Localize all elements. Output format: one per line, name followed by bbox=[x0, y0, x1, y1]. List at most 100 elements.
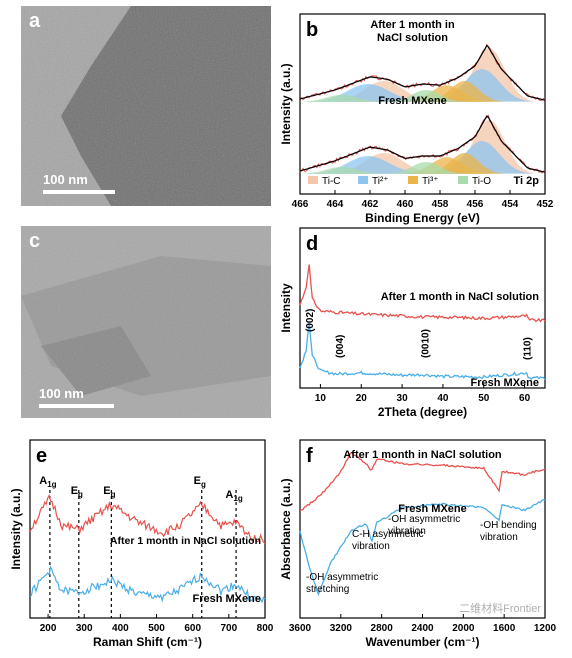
x-tick-label: 500 bbox=[148, 623, 165, 634]
y-axis-label: Intensity bbox=[279, 283, 293, 333]
xrd-series-line bbox=[299, 264, 546, 323]
mode-label: Eg bbox=[71, 485, 83, 499]
legend-label: Ti³⁺ bbox=[422, 176, 439, 187]
x-tick-label: 50 bbox=[478, 393, 490, 404]
x-tick-label: 30 bbox=[397, 393, 409, 404]
plot-frame-d bbox=[299, 227, 546, 389]
legend-label: Ti²⁺ bbox=[372, 176, 389, 187]
x-tick-label: 452 bbox=[537, 199, 554, 210]
x-tick-label: 2000 bbox=[452, 623, 475, 634]
watermark: 二维材料Frontier bbox=[459, 601, 541, 615]
x-axis-label: Raman Shift (cm⁻¹) bbox=[93, 635, 202, 649]
legend-label: Ti-C bbox=[322, 176, 341, 187]
tem-texture-a bbox=[21, 6, 271, 206]
raman-series-line bbox=[29, 493, 266, 545]
x-tick-label: 454 bbox=[502, 199, 519, 210]
scalebar-label-c: 100 nm bbox=[39, 386, 84, 401]
peak-label: (0010) bbox=[421, 329, 432, 358]
x-tick-label: 460 bbox=[397, 199, 414, 210]
tem-image-a: a 100 nm bbox=[21, 6, 271, 206]
panel-letter-b: b bbox=[306, 19, 318, 41]
panel-letter-c: c bbox=[29, 230, 41, 252]
panel-letter-a: a bbox=[29, 10, 41, 32]
x-tick-label: 60 bbox=[519, 393, 531, 404]
raman-series-line bbox=[29, 565, 266, 604]
ftir-series-line bbox=[299, 498, 546, 596]
x-tick-label: 3200 bbox=[330, 623, 353, 634]
x-axis-label: Wavenumber (cm⁻¹) bbox=[366, 635, 480, 649]
x-tick-label: 700 bbox=[221, 623, 238, 634]
x-tick-label: 10 bbox=[315, 393, 327, 404]
tem-image-c: c 100 nm bbox=[21, 226, 271, 418]
series-label: Fresh MXene bbox=[193, 593, 261, 605]
series-label: After 1 month in NaCl solution bbox=[381, 291, 540, 303]
x-tick-label: 400 bbox=[112, 623, 129, 634]
x-tick-label: 600 bbox=[184, 623, 201, 634]
mode-label: A1g bbox=[225, 489, 242, 503]
ftir-series-line bbox=[299, 451, 546, 512]
annotation-label: -OH asymmetric bbox=[306, 572, 378, 583]
x-tick-label: 466 bbox=[292, 199, 309, 210]
xrd-series-line bbox=[299, 322, 546, 381]
annotation-label: -OH asymmetric bbox=[388, 514, 460, 525]
mode-label: Eg bbox=[103, 485, 115, 499]
panel-letter-d: d bbox=[306, 233, 318, 255]
plot-frame-e bbox=[29, 439, 266, 619]
panel-letter-f: f bbox=[306, 445, 313, 467]
series-label: NaCl solution bbox=[377, 32, 448, 44]
x-tick-label: 300 bbox=[76, 623, 93, 634]
tem-texture-c bbox=[21, 226, 271, 418]
peak-label: (004) bbox=[335, 335, 346, 358]
annotation-label: vibration bbox=[352, 541, 390, 552]
x-tick-label: 464 bbox=[327, 199, 344, 210]
mode-label: Eg bbox=[194, 475, 206, 489]
xps-component-peak bbox=[294, 166, 390, 174]
y-axis-label: Intensity (a.u.) bbox=[279, 63, 293, 144]
annotation-label: stretching bbox=[306, 584, 349, 595]
x-tick-label: 456 bbox=[467, 199, 484, 210]
y-axis-label: Absorbance (a.u.) bbox=[279, 478, 293, 579]
xps-fit-line bbox=[299, 115, 546, 173]
x-tick-label: 458 bbox=[432, 199, 449, 210]
xps-fit-line bbox=[299, 44, 546, 101]
annotation-label: vibration bbox=[480, 532, 518, 543]
peak-label: (002) bbox=[305, 309, 316, 332]
annotation-label: vibration bbox=[388, 526, 426, 537]
scalebar-a bbox=[43, 190, 115, 194]
panel-letter-e: e bbox=[36, 445, 47, 467]
annotation-label: C-H asymmetric bbox=[352, 529, 424, 540]
x-tick-label: 3600 bbox=[289, 623, 312, 634]
scalebar-label-a: 100 nm bbox=[43, 172, 88, 187]
y-axis-label: Intensity (a.u.) bbox=[9, 488, 23, 569]
x-tick-label: 2800 bbox=[371, 623, 394, 634]
peak-label: (110) bbox=[523, 337, 534, 360]
annotation-label: -OH bending bbox=[480, 520, 537, 531]
xps-component-peak bbox=[294, 94, 390, 102]
legend-swatch bbox=[408, 176, 418, 184]
legend-swatch bbox=[308, 176, 318, 184]
series-label: After 1 month in NaCl solution bbox=[343, 449, 502, 461]
x-axis-label: 2Theta (degree) bbox=[378, 405, 467, 419]
x-tick-label: 200 bbox=[40, 623, 57, 634]
spectrum-label: Ti 2p bbox=[514, 175, 540, 187]
x-tick-label: 462 bbox=[362, 199, 379, 210]
series-label: After 1 month in bbox=[370, 19, 455, 31]
series-label: Fresh MXene bbox=[398, 503, 466, 515]
series-label: Fresh MXene bbox=[378, 95, 446, 107]
x-tick-label: 20 bbox=[356, 393, 368, 404]
legend-label: Ti-O bbox=[472, 176, 491, 187]
x-tick-label: 800 bbox=[257, 623, 274, 634]
x-tick-label: 1200 bbox=[534, 623, 557, 634]
plot-frame-b bbox=[299, 13, 546, 195]
series-label: After 1 month in NaCl solution bbox=[110, 535, 261, 547]
x-tick-label: 40 bbox=[437, 393, 449, 404]
xps-component-peak bbox=[384, 90, 468, 102]
mode-label: A1g bbox=[39, 475, 56, 489]
x-tick-label: 2400 bbox=[411, 623, 434, 634]
xps-component-peak bbox=[384, 162, 468, 174]
x-tick-label: 1600 bbox=[493, 623, 516, 634]
scalebar-c bbox=[39, 404, 114, 408]
series-label: Fresh MXene bbox=[471, 377, 539, 389]
legend-swatch bbox=[358, 176, 368, 184]
x-axis-label: Binding Energy (eV) bbox=[365, 211, 480, 225]
